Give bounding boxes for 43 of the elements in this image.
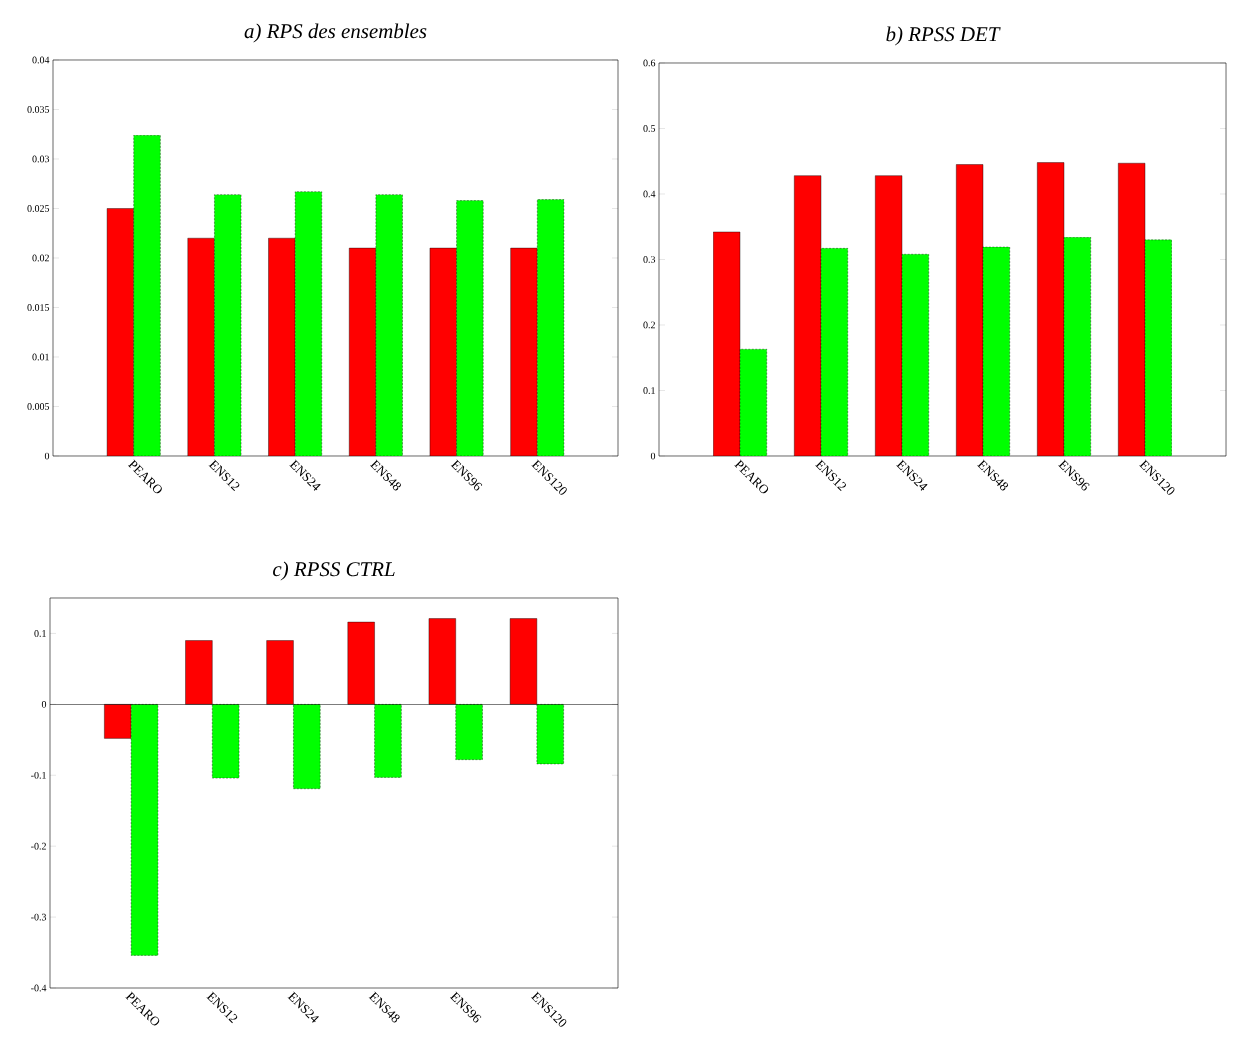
y-tick-label: -0.2 xyxy=(31,842,46,850)
y-tick-label: 0.02 xyxy=(32,254,49,262)
y-tick-label: 0.2 xyxy=(643,321,655,329)
bar xyxy=(106,208,134,456)
bar xyxy=(429,247,457,456)
y-tick-label: 0.035 xyxy=(27,106,50,113)
bar xyxy=(1063,237,1091,456)
y-tick-label: 0.1 xyxy=(643,387,655,394)
y-tick-label: 0 xyxy=(44,452,50,460)
y-tick-label: 0.015 xyxy=(27,304,50,311)
bar xyxy=(214,194,242,456)
bar xyxy=(901,254,929,456)
y-tick-label: 0.03 xyxy=(32,155,50,163)
chart-title: b) RPSS DET xyxy=(886,26,1001,46)
y-tick-label: 0.005 xyxy=(27,403,50,410)
bar xyxy=(982,246,1010,456)
y-tick-label: 0.04 xyxy=(32,56,50,64)
bar xyxy=(1144,239,1172,456)
y-tick-label: 0.4 xyxy=(643,190,656,198)
bar xyxy=(456,200,484,456)
chart-title: a) RPS des ensembles xyxy=(244,23,427,43)
bar xyxy=(739,349,767,456)
bar xyxy=(268,237,296,456)
y-tick-label: -0.1 xyxy=(31,771,46,779)
bar xyxy=(537,199,565,456)
y-tick-label: -0.4 xyxy=(31,984,47,992)
bar xyxy=(820,248,848,456)
bar xyxy=(133,135,161,456)
y-tick-label: 0.025 xyxy=(27,205,50,212)
y-tick-label: 0.3 xyxy=(643,256,656,263)
y-tick-label: 0.6 xyxy=(643,59,656,67)
bar xyxy=(510,247,538,456)
y-tick-label: -0.3 xyxy=(31,913,47,921)
y-tick-label: 0 xyxy=(41,701,47,708)
y-tick-label: 0.1 xyxy=(34,630,46,637)
y-tick-label: 0.5 xyxy=(643,125,656,132)
bar xyxy=(294,191,322,456)
y-tick-label: 0 xyxy=(650,452,656,460)
bar xyxy=(349,247,377,456)
bar xyxy=(187,237,215,456)
y-tick-label: 0.01 xyxy=(32,353,49,361)
chart-title: c) RPSS CTRL xyxy=(273,561,395,581)
bar xyxy=(375,194,403,456)
